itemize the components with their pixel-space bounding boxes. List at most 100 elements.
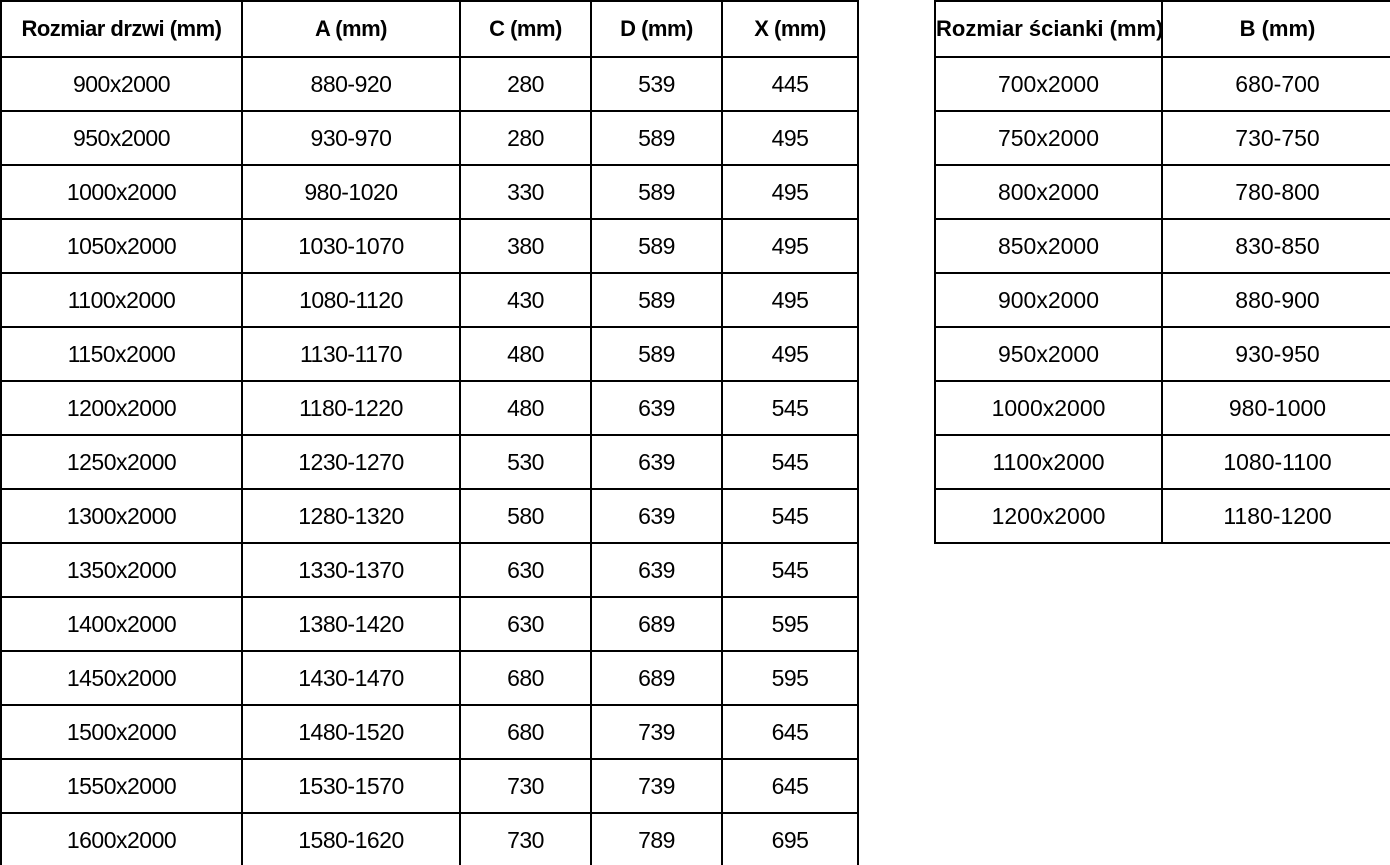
- table-cell: 900x2000: [0, 56, 243, 112]
- table-cell: 1500x2000: [0, 704, 243, 760]
- table-cell: 630: [459, 596, 592, 652]
- table-cell: 900x2000: [934, 272, 1163, 328]
- table-cell: 730: [459, 758, 592, 814]
- table-cell: 545: [721, 542, 859, 598]
- table-cell: 495: [721, 272, 859, 328]
- table-row: 1250x2000 1230-1270 530 639 545: [0, 434, 859, 490]
- table-cell: 1550x2000: [0, 758, 243, 814]
- table-cell: 1080-1100: [1161, 434, 1390, 490]
- table-row: 700x2000 680-700: [934, 56, 1390, 112]
- table-cell: 495: [721, 326, 859, 382]
- table-cell: 589: [590, 110, 723, 166]
- table-cell: 1080-1120: [241, 272, 461, 328]
- table-row: 1200x2000 1180-1220 480 639 545: [0, 380, 859, 436]
- table-row: 1350x2000 1330-1370 630 639 545: [0, 542, 859, 598]
- table-cell: 1180-1200: [1161, 488, 1390, 544]
- table-cell: 380: [459, 218, 592, 274]
- table-cell: 539: [590, 56, 723, 112]
- table-cell: 930-950: [1161, 326, 1390, 382]
- table-cell: 630: [459, 542, 592, 598]
- wall-panel-sizes-table-body: 700x2000 680-700 750x2000 730-750 800x2000 78…: [934, 56, 1390, 544]
- table-row: 1000x2000 980-1000: [934, 380, 1390, 436]
- table-cell: 739: [590, 758, 723, 814]
- header-row: Rozmiar drzwi (mm) A (mm) C (mm) D (mm) X (m…: [0, 0, 859, 58]
- table-row: 800x2000 780-800: [934, 164, 1390, 220]
- table-cell: 1350x2000: [0, 542, 243, 598]
- table-cell: 700x2000: [934, 56, 1163, 112]
- table-cell: 1100x2000: [0, 272, 243, 328]
- table-row: 1100x2000 1080-1100: [934, 434, 1390, 490]
- table-cell: 1400x2000: [0, 596, 243, 652]
- table-cell: 495: [721, 110, 859, 166]
- table-cell: 580: [459, 488, 592, 544]
- table-cell: 480: [459, 380, 592, 436]
- table-cell: 800x2000: [934, 164, 1163, 220]
- table-cell: 789: [590, 812, 723, 865]
- table-cell: 280: [459, 56, 592, 112]
- column-header: Rozmiar ścianki (mm): [934, 0, 1163, 58]
- table-cell: 1000x2000: [934, 380, 1163, 436]
- table-cell: 1150x2000: [0, 326, 243, 382]
- table-cell: 1050x2000: [0, 218, 243, 274]
- table-row: 1500x2000 1480-1520 680 739 645: [0, 704, 859, 760]
- table-row: 1000x2000 980-1020 330 589 495: [0, 164, 859, 220]
- table-cell: 730-750: [1161, 110, 1390, 166]
- table-row: 1300x2000 1280-1320 580 639 545: [0, 488, 859, 544]
- table-cell: 680: [459, 650, 592, 706]
- table-cell: 1130-1170: [241, 326, 461, 382]
- table-row: 1400x2000 1380-1420 630 689 595: [0, 596, 859, 652]
- table-cell: 1250x2000: [0, 434, 243, 490]
- column-header: B (mm): [1161, 0, 1390, 58]
- table-cell: 689: [590, 650, 723, 706]
- table-row: 850x2000 830-850: [934, 218, 1390, 274]
- door-sizes-table-header: Rozmiar drzwi (mm) A (mm) C (mm) D (mm) X (m…: [0, 0, 859, 58]
- table-cell: 1330-1370: [241, 542, 461, 598]
- door-sizes-table-body: 900x2000 880-920 280 539 445 950x2000 930-970 2…: [0, 56, 859, 865]
- table-cell: 880-900: [1161, 272, 1390, 328]
- table-cell: 495: [721, 218, 859, 274]
- table-cell: 595: [721, 596, 859, 652]
- table-cell: 595: [721, 650, 859, 706]
- table-row: 1100x2000 1080-1120 430 589 495: [0, 272, 859, 328]
- table-cell: 1200x2000: [934, 488, 1163, 544]
- header-row: Rozmiar ścianki (mm) B (mm): [934, 0, 1390, 58]
- wall-panel-sizes-table: Rozmiar ścianki (mm) B (mm) 700x2000 680-7…: [934, 0, 1390, 544]
- table-cell: 1480-1520: [241, 704, 461, 760]
- column-header: A (mm): [241, 0, 461, 58]
- table-cell: 950x2000: [934, 326, 1163, 382]
- table-cell: 545: [721, 434, 859, 490]
- table-cell: 545: [721, 380, 859, 436]
- table-cell: 1280-1320: [241, 488, 461, 544]
- table-cell: 545: [721, 488, 859, 544]
- table-cell: 1030-1070: [241, 218, 461, 274]
- table-row: 1200x2000 1180-1200: [934, 488, 1390, 544]
- table-cell: 950x2000: [0, 110, 243, 166]
- table-cell: 930-970: [241, 110, 461, 166]
- table-cell: 445: [721, 56, 859, 112]
- table-cell: 689: [590, 596, 723, 652]
- table-row: 1550x2000 1530-1570 730 739 645: [0, 758, 859, 814]
- table-cell: 530: [459, 434, 592, 490]
- table-cell: 680: [459, 704, 592, 760]
- table-cell: 495: [721, 164, 859, 220]
- table-cell: 780-800: [1161, 164, 1390, 220]
- table-row: 1600x2000 1580-1620 730 789 695: [0, 812, 859, 865]
- table-cell: 739: [590, 704, 723, 760]
- column-header: Rozmiar drzwi (mm): [0, 0, 243, 58]
- table-cell: 1430-1470: [241, 650, 461, 706]
- table-row: 950x2000 930-970 280 589 495: [0, 110, 859, 166]
- table-cell: 645: [721, 758, 859, 814]
- table-cell: 589: [590, 326, 723, 382]
- column-header: C (mm): [459, 0, 592, 58]
- table-cell: 750x2000: [934, 110, 1163, 166]
- table-cell: 1580-1620: [241, 812, 461, 865]
- table-cell: 1530-1570: [241, 758, 461, 814]
- table-row: 900x2000 880-920 280 539 445: [0, 56, 859, 112]
- table-cell: 695: [721, 812, 859, 865]
- table-cell: 880-920: [241, 56, 461, 112]
- table-cell: 830-850: [1161, 218, 1390, 274]
- column-header: D (mm): [590, 0, 723, 58]
- table-cell: 1380-1420: [241, 596, 461, 652]
- table-cell: 330: [459, 164, 592, 220]
